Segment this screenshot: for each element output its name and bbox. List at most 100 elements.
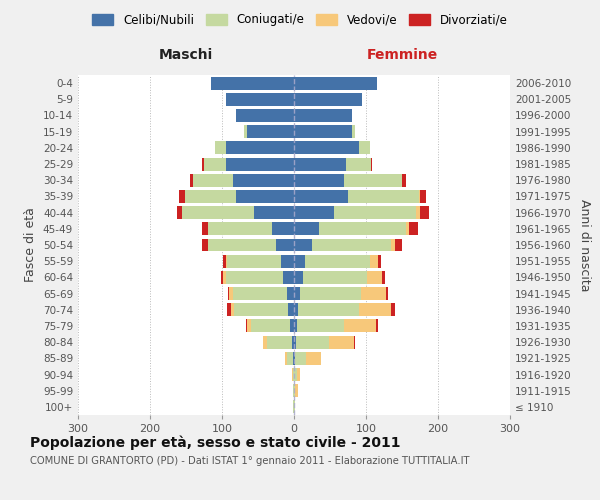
Bar — [179, 190, 185, 203]
Bar — [294, 206, 334, 219]
Bar — [236, 190, 294, 203]
Bar — [272, 222, 294, 235]
Bar — [294, 222, 319, 235]
Bar — [361, 287, 386, 300]
Bar — [294, 336, 296, 348]
Bar — [297, 320, 344, 332]
Bar — [226, 158, 294, 170]
Bar — [223, 271, 226, 284]
Bar — [419, 190, 420, 203]
Bar — [294, 384, 295, 397]
Bar — [254, 206, 294, 219]
Bar — [234, 304, 288, 316]
Legend: Celibi/Nubili, Coniugati/e, Vedovi/e, Divorziati/e: Celibi/Nubili, Coniugati/e, Vedovi/e, Di… — [90, 11, 510, 28]
Bar — [305, 254, 370, 268]
Bar — [293, 384, 294, 397]
Bar — [227, 304, 230, 316]
Bar — [371, 158, 373, 170]
Bar — [294, 174, 344, 186]
Y-axis label: Anni di nascita: Anni di nascita — [578, 198, 591, 291]
Y-axis label: Fasce di età: Fasce di età — [25, 208, 37, 282]
Bar — [283, 271, 294, 284]
Bar — [193, 174, 233, 186]
Bar — [294, 320, 297, 332]
Bar — [294, 158, 346, 170]
Bar — [294, 76, 377, 90]
Bar — [247, 125, 294, 138]
Bar — [294, 287, 300, 300]
Bar — [208, 238, 276, 252]
Bar — [409, 222, 418, 235]
Bar — [378, 254, 381, 268]
Text: Maschi: Maschi — [159, 48, 213, 62]
Bar — [290, 320, 294, 332]
Bar — [295, 352, 306, 365]
Bar — [294, 254, 305, 268]
Bar — [406, 222, 409, 235]
Bar — [229, 287, 233, 300]
Bar — [395, 238, 402, 252]
Bar — [284, 352, 287, 365]
Bar — [233, 174, 294, 186]
Bar — [288, 304, 294, 316]
Bar — [295, 384, 298, 397]
Bar — [226, 254, 227, 268]
Bar — [312, 238, 391, 252]
Bar — [294, 125, 352, 138]
Bar — [334, 206, 416, 219]
Bar — [226, 93, 294, 106]
Bar — [236, 109, 294, 122]
Bar — [367, 271, 382, 284]
Bar — [251, 320, 290, 332]
Bar — [416, 206, 420, 219]
Bar — [230, 304, 234, 316]
Bar — [202, 158, 204, 170]
Bar — [346, 158, 371, 170]
Bar — [176, 206, 182, 219]
Bar — [185, 190, 236, 203]
Bar — [391, 238, 395, 252]
Bar — [215, 142, 226, 154]
Bar — [292, 368, 293, 381]
Bar — [266, 336, 292, 348]
Bar — [287, 287, 294, 300]
Bar — [292, 336, 294, 348]
Bar — [204, 158, 226, 170]
Bar — [244, 125, 247, 138]
Bar — [247, 320, 251, 332]
Bar — [293, 368, 294, 381]
Bar — [420, 206, 428, 219]
Bar — [298, 304, 359, 316]
Bar — [182, 206, 254, 219]
Bar — [348, 190, 419, 203]
Bar — [382, 271, 385, 284]
Bar — [359, 304, 391, 316]
Bar — [202, 222, 208, 235]
Bar — [221, 271, 223, 284]
Bar — [226, 271, 283, 284]
Bar — [391, 304, 395, 316]
Bar — [294, 304, 298, 316]
Bar — [293, 352, 294, 365]
Bar — [263, 336, 266, 348]
Bar — [296, 336, 329, 348]
Bar — [294, 93, 362, 106]
Bar — [208, 222, 272, 235]
Bar — [329, 336, 354, 348]
Bar — [386, 287, 388, 300]
Bar — [228, 287, 229, 300]
Bar — [294, 142, 359, 154]
Bar — [294, 190, 348, 203]
Bar — [420, 190, 426, 203]
Bar — [344, 320, 376, 332]
Bar — [376, 320, 378, 332]
Bar — [352, 125, 355, 138]
Bar — [297, 368, 301, 381]
Bar — [294, 271, 302, 284]
Bar — [276, 238, 294, 252]
Bar — [294, 368, 297, 381]
Bar — [300, 287, 361, 300]
Text: Femmine: Femmine — [367, 48, 437, 62]
Bar — [211, 76, 294, 90]
Bar — [190, 174, 193, 186]
